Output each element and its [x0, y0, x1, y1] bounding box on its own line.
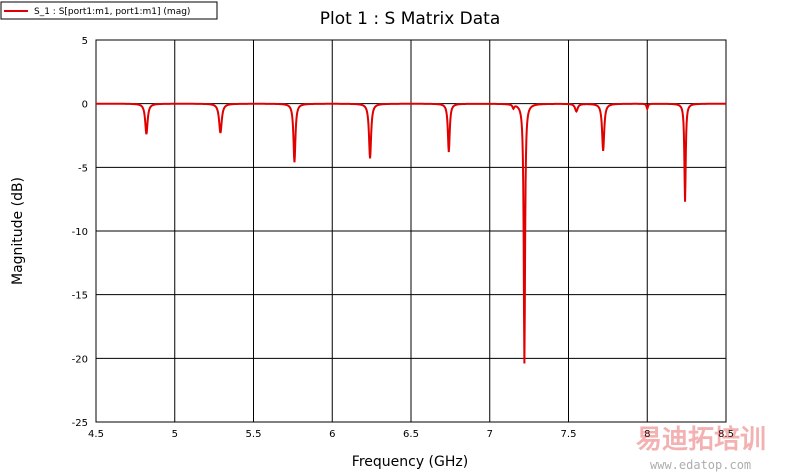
watermark: 易迪拓培训 www.edatop.com: [636, 425, 766, 472]
y-tick-label: -15: [72, 291, 88, 302]
x-tick-label: 7.5: [561, 429, 577, 440]
x-axis-ticks: 4.5 5 5.5 6 6.5 7 7.5 8 8.5: [88, 429, 734, 440]
legend: S_1 : S[port1:m1, port1:m1] (mag): [0, 1, 218, 20]
y-axis-ticks: 5 0 -5 -10 -15 -20 -25: [72, 36, 88, 429]
legend-box: [0, 1, 218, 20]
x-tick-label: 5.5: [246, 429, 262, 440]
watermark-logo: 易迪拓培训: [636, 425, 766, 455]
legend-entry: S_1 : S[port1:m1, port1:m1] (mag): [34, 7, 190, 17]
chart-title: Plot 1 : S Matrix Data: [320, 9, 501, 29]
y-tick-label: -5: [78, 163, 88, 174]
x-axis-label: Frequency (GHz): [352, 454, 468, 470]
y-tick-label: 5: [82, 36, 88, 47]
x-tick-label: 7: [487, 429, 493, 440]
x-tick-label: 4.5: [88, 429, 104, 440]
y-tick-label: -10: [72, 227, 88, 238]
y-axis-label: Magnitude (dB): [10, 177, 26, 285]
grid: [96, 40, 726, 422]
watermark-url: www.edatop.com: [650, 458, 751, 472]
x-tick-label: 6: [329, 429, 335, 440]
x-tick-label: 5: [172, 429, 178, 440]
x-tick-label: 6.5: [403, 429, 419, 440]
x-tick-label: 8.5: [718, 429, 734, 440]
x-tick-label: 8: [644, 429, 650, 440]
y-tick-label: -25: [72, 418, 88, 429]
y-tick-label: -20: [72, 354, 88, 365]
y-tick-label: 0: [82, 100, 88, 111]
series-line-s1: [96, 102, 726, 364]
